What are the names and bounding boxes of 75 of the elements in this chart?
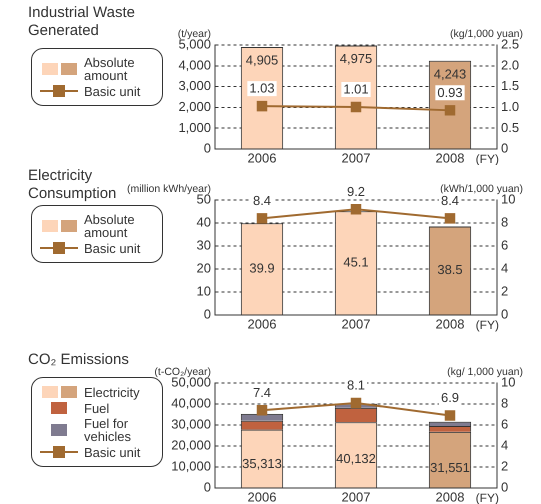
point: [444, 410, 456, 421]
point: [256, 405, 268, 416]
data-label: 38.5: [437, 262, 463, 278]
x-tick-label: 2008: [436, 316, 464, 332]
y2-tick-label: 2: [501, 284, 508, 299]
y-tick-label: 20: [196, 260, 211, 276]
data-label: 9.2: [346, 184, 366, 199]
legend-label: Absolute amount: [84, 55, 136, 83]
y-tick-label: 10: [196, 284, 211, 299]
data-label: 4,905: [246, 52, 278, 68]
data-label: 45.1: [343, 254, 369, 270]
legend-label: Fuel: [84, 400, 110, 416]
y2-tick-label: 8: [501, 214, 508, 230]
legend-label: Fuel for vehicles: [84, 416, 132, 444]
data-label: 8.4: [440, 192, 460, 208]
legend-label: Electricity: [84, 384, 140, 400]
x-tick-label: 2007: [342, 316, 370, 332]
x-tick-label: 2006: [248, 316, 276, 332]
y-tick-label: 10,000: [171, 458, 211, 474]
legend-label: Basic unit: [84, 240, 140, 256]
data-label: 6.9: [440, 390, 460, 406]
legend-label: Absolute amount: [84, 212, 136, 240]
y-tick-label: 1,000: [178, 120, 211, 135]
text: Electricity Consumption: [28, 167, 116, 202]
y2-tick-label: 6: [501, 416, 508, 432]
y2-tick-label: 2: [501, 458, 508, 474]
legend-label: Basic unit: [84, 444, 140, 460]
data-label: 4,243: [434, 66, 466, 82]
data-label: 0.93: [437, 84, 463, 100]
y-tick-label: 40: [196, 214, 211, 230]
y-tick-label: 0: [204, 480, 211, 495]
data-label: 39.9: [249, 260, 275, 276]
data-label: 7.4: [252, 384, 272, 400]
x-tick-label: 2006: [248, 150, 276, 166]
x-tick-label: 2008: [436, 489, 464, 504]
total-label: 31,551: [430, 460, 470, 476]
text: CO₂ Emissions: [28, 351, 129, 368]
y-tick-label: 3,000: [178, 78, 211, 94]
y-tick-label: 30: [196, 238, 211, 253]
y-tick-label: 40,000: [171, 396, 211, 411]
y-tick-label: 30,000: [171, 416, 211, 432]
data-label: 1.03: [249, 80, 275, 96]
y2-tick-label: 0: [501, 306, 508, 322]
y-axis-title: (million kWh/year): [126, 183, 211, 195]
y-tick-label: 0: [204, 306, 211, 322]
y2-tick-label: 6: [501, 238, 508, 253]
x-tick-label: 2006: [248, 489, 276, 504]
y-tick-label: 20,000: [171, 438, 211, 453]
data-label: 8.4: [252, 192, 272, 208]
point: [350, 398, 362, 408]
text: Industrial Waste Generated: [28, 4, 136, 40]
y-tick-label: 4,000: [178, 57, 211, 72]
x-tick-label: 2007: [342, 489, 370, 504]
y2-tick-label: 0.5: [501, 120, 520, 135]
y-tick-label: 0: [204, 140, 211, 156]
y2-tick-label: 4: [501, 438, 508, 453]
y2-tick-label: 0: [501, 480, 508, 495]
x-axis-title: (FY): [476, 318, 499, 332]
legend-label: Basic unit: [84, 84, 140, 98]
x-tick-label: 2008: [436, 150, 464, 166]
y-tick-label: 2,000: [178, 98, 211, 114]
y2-tick-label: 1.0: [501, 98, 520, 114]
y2-tick-label: 2.0: [501, 57, 520, 72]
y2-tick-label: 8: [501, 396, 508, 411]
y2-tick-label: 4: [501, 260, 508, 276]
data-label: 4,975: [340, 51, 372, 66]
total-label: 40,132: [336, 451, 376, 466]
y2-tick-label: 1.5: [501, 78, 520, 94]
data-label: 8.1: [346, 378, 366, 393]
data-label: 1.01: [343, 82, 369, 97]
y-axis-title: (t-CO₂/year): [154, 366, 211, 378]
y2-tick-label: 0: [501, 140, 508, 156]
total-label: 35,313: [242, 456, 282, 472]
x-tick-label: 2007: [342, 150, 370, 166]
y-axis-title: (t/year): [178, 28, 211, 40]
